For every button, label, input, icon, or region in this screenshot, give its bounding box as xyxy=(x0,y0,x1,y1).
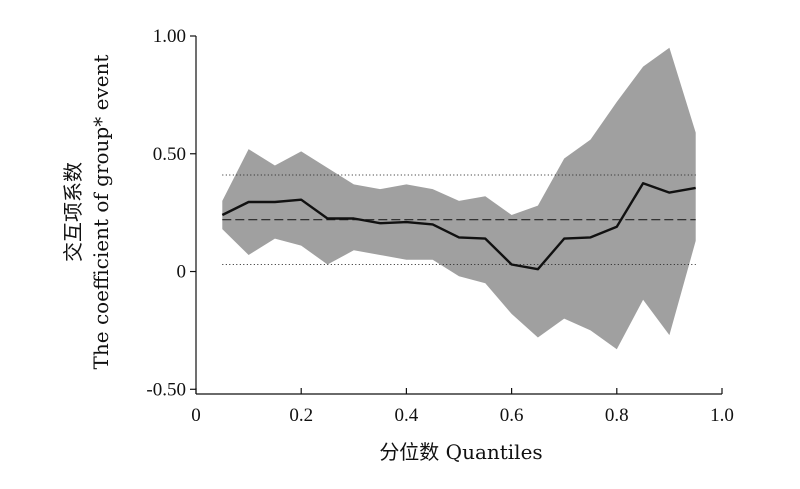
axes xyxy=(195,36,722,395)
coefficient-series-line xyxy=(221,181,696,271)
x-tick-label: 0.6 xyxy=(500,405,524,426)
y-axis-title-en: The coefficient of group* event xyxy=(89,55,113,370)
y-tick-label: 0.50 xyxy=(153,144,186,165)
x-tick-label: 0.2 xyxy=(289,405,313,426)
confidence-band xyxy=(222,47,696,350)
x-tick-label: 0.4 xyxy=(395,405,419,426)
x-tick-label: 0.8 xyxy=(605,405,629,426)
confidence-band-layer xyxy=(222,47,696,350)
y-tick-label: 0 xyxy=(177,262,187,283)
x-tick-label: 0 xyxy=(191,405,201,426)
x-axis-title: 分位数 Quantiles xyxy=(379,440,542,464)
x-tick-label: 1.0 xyxy=(710,405,734,426)
coefficient-line-layer xyxy=(221,181,696,271)
y-axis-title-cn: 交互项系数 xyxy=(61,162,85,262)
y-tick-label: 1.00 xyxy=(153,26,186,47)
y-tick-label: -0.50 xyxy=(146,379,186,400)
reference-lines-layer xyxy=(222,174,696,265)
